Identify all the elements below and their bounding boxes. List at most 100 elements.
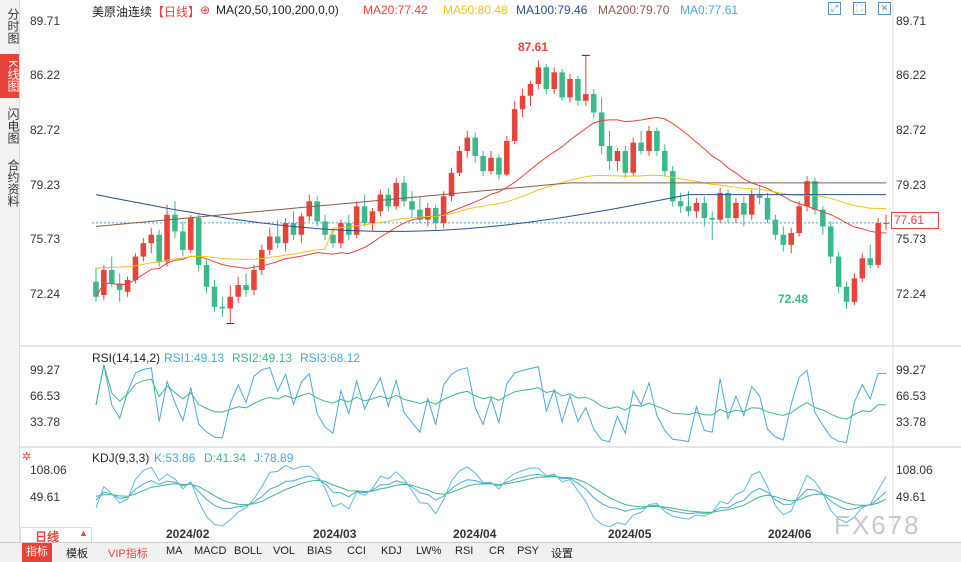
tab-timeshare[interactable]: 分时图 (6, 8, 20, 44)
tab-cr[interactable]: CR (489, 545, 505, 557)
date-tick: 2024/05 (608, 527, 652, 541)
candle-body (290, 223, 297, 235)
rsi-tick-left: 66.53 (30, 389, 61, 403)
kdj-tick-right: 49.61 (896, 490, 927, 504)
candle-body (369, 211, 376, 224)
tab-kdj[interactable]: KDJ (381, 545, 402, 557)
candle-body (685, 206, 692, 212)
tab-cci[interactable]: CCI (347, 545, 366, 557)
candle-body (551, 72, 557, 90)
candle-body (488, 157, 494, 172)
candle-body (764, 197, 771, 220)
tab-indicators[interactable]: 指标 (22, 543, 52, 562)
candle-body (654, 130, 660, 152)
rsi-label: RSI(14,14,2) (92, 351, 161, 365)
kdj-d-line (95, 476, 887, 513)
ma20-line (95, 116, 887, 298)
tab-boll[interactable]: BOLL (234, 545, 263, 557)
rsi2-line (95, 364, 886, 420)
kline-chart[interactable] (20, 0, 961, 527)
candle-body (480, 156, 486, 172)
candle-body (464, 137, 471, 152)
candle-body (709, 218, 715, 220)
period-label[interactable]: 【日线】 (152, 5, 201, 19)
period-selector[interactable]: 日线 ▲ (20, 527, 92, 544)
price-tick-left: 82.72 (30, 123, 61, 137)
chart-background (20, 0, 961, 527)
candle-body (274, 236, 281, 244)
candle-body (820, 209, 826, 227)
tab-vip-indicators[interactable]: VIP指标 (108, 548, 148, 560)
tab-psy[interactable]: PSY (517, 545, 540, 557)
rsi1-line (95, 364, 886, 444)
rsi-tick-right: 66.53 (896, 389, 927, 403)
expand-icon[interactable]: ⛶ (853, 2, 866, 15)
rsi-tick-left: 99.27 (30, 363, 61, 377)
candle-body (827, 226, 834, 257)
tab-rsi[interactable]: RSI (455, 545, 474, 557)
candle-body (124, 280, 131, 292)
candle-body (93, 281, 99, 297)
candle-body (606, 146, 613, 162)
rsi3-value: RSI3:68.12 (300, 351, 361, 365)
candle-body (235, 285, 241, 297)
tab-settings[interactable]: 设置 (551, 548, 573, 560)
fullscreen-icon[interactable]: ⤢ (828, 2, 841, 15)
candle-body (306, 201, 313, 217)
tab-template[interactable]: 模板 (66, 548, 88, 560)
candle-body (456, 151, 463, 173)
tab-kline[interactable]: K线图 (0, 54, 20, 98)
candle-body (701, 202, 708, 219)
tab-contract-info[interactable]: 合约资料 (6, 159, 20, 207)
candle-body (883, 222, 889, 224)
candle-body (385, 194, 392, 207)
candle-body (772, 219, 779, 235)
price-tick-right: 79.23 (896, 178, 927, 192)
candle-body (496, 157, 502, 175)
kdj-label: KDJ(9,3,3) (92, 451, 150, 465)
kdj-tick-left: 108.06 (30, 463, 67, 477)
ma-params: MA(20,50,100,200,0,0) (216, 3, 339, 17)
candle-body (401, 182, 407, 202)
candle-body (859, 258, 866, 279)
candle-body (227, 296, 234, 309)
tab-vol[interactable]: VOL (273, 545, 296, 557)
high-price-label: 87.61 (518, 40, 549, 54)
candle-body (535, 67, 542, 85)
candle-body (559, 72, 565, 98)
candle-body (598, 112, 605, 147)
tab-flash-chart[interactable]: 闪电图 (6, 108, 20, 144)
candle-body (567, 79, 573, 98)
candle-body (148, 234, 155, 244)
settings-icon[interactable]: ⊕ (200, 3, 211, 17)
tab-lw[interactable]: LW% (416, 545, 442, 557)
ma200-value: MA200:79.70 (598, 3, 670, 17)
candle-body (346, 223, 352, 235)
date-tick: 2024/02 (166, 527, 210, 541)
tab-bias[interactable]: BIAS (307, 545, 333, 557)
candle-body (575, 79, 581, 101)
rsi1-value: RSI1:49.13 (164, 351, 225, 365)
last-price-label: 77.61 (891, 212, 940, 229)
tab-ma[interactable]: MA (166, 545, 183, 557)
candle-body (519, 95, 526, 110)
candle-body (614, 151, 621, 162)
kdj-tick-left: 49.61 (30, 490, 61, 504)
candle-body (725, 192, 731, 219)
candle-body (425, 207, 431, 220)
candle-body (440, 196, 447, 224)
candle-body (867, 258, 874, 265)
close-icon[interactable]: ✕ (878, 2, 891, 15)
kdj-icon[interactable]: ✲ (22, 451, 32, 463)
candle-body (843, 286, 850, 302)
candle-body (164, 214, 170, 262)
tab-macd[interactable]: MACD (194, 545, 227, 557)
candle-body (156, 234, 162, 262)
ma20-value: MA20:77.42 (363, 3, 428, 17)
indicator-bar: 指标 模板 VIP指标 MA MACD BOLL VOL BIAS CCI KD… (0, 542, 961, 562)
candle-body (590, 94, 597, 113)
candle-body (527, 84, 534, 96)
ma50-value: MA50:80.48 (443, 3, 508, 17)
kdj-tick-right: 108.06 (896, 463, 933, 477)
candle-body (353, 206, 360, 235)
